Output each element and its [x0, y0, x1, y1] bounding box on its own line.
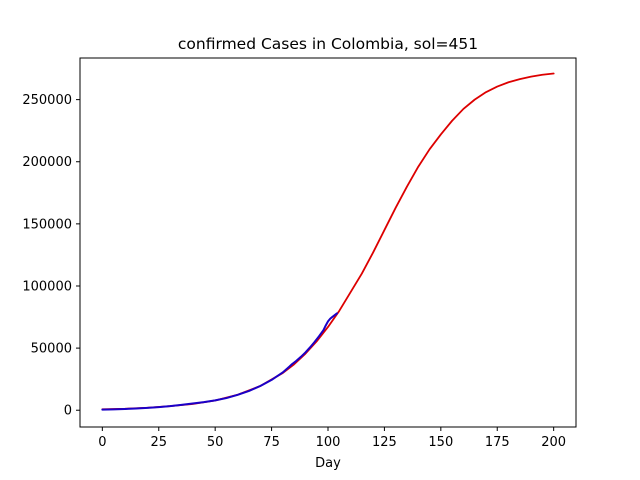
- observed-cases-line: [101, 312, 339, 411]
- x-tick-label: 100: [316, 435, 341, 450]
- chart-title: confirmed Cases in Colombia, sol=451: [178, 35, 478, 53]
- x-axis: 0 25 50 75 100 125 150 175 200: [98, 427, 566, 450]
- y-tick-label: 50000: [31, 342, 72, 357]
- x-tick-label: 75: [263, 435, 280, 450]
- x-axis-label: Day: [315, 456, 341, 471]
- x-tick-label: 0: [98, 435, 106, 450]
- x-tick-label: 25: [150, 435, 167, 450]
- y-axis: 0 50000 100000 150000 200000 250000: [22, 93, 80, 419]
- y-tick-label: 100000: [22, 279, 72, 294]
- x-tick-label: 175: [485, 435, 510, 450]
- x-tick-label: 50: [207, 435, 224, 450]
- y-tick-label: 150000: [22, 217, 72, 232]
- x-tick-label: 125: [372, 435, 397, 450]
- y-tick-label: 0: [64, 404, 72, 419]
- y-tick-label: 250000: [22, 93, 72, 108]
- x-tick-label: 150: [428, 435, 453, 450]
- x-tick-label: 200: [541, 435, 566, 450]
- y-tick-label: 200000: [22, 155, 72, 170]
- series-layer: [101, 72, 555, 411]
